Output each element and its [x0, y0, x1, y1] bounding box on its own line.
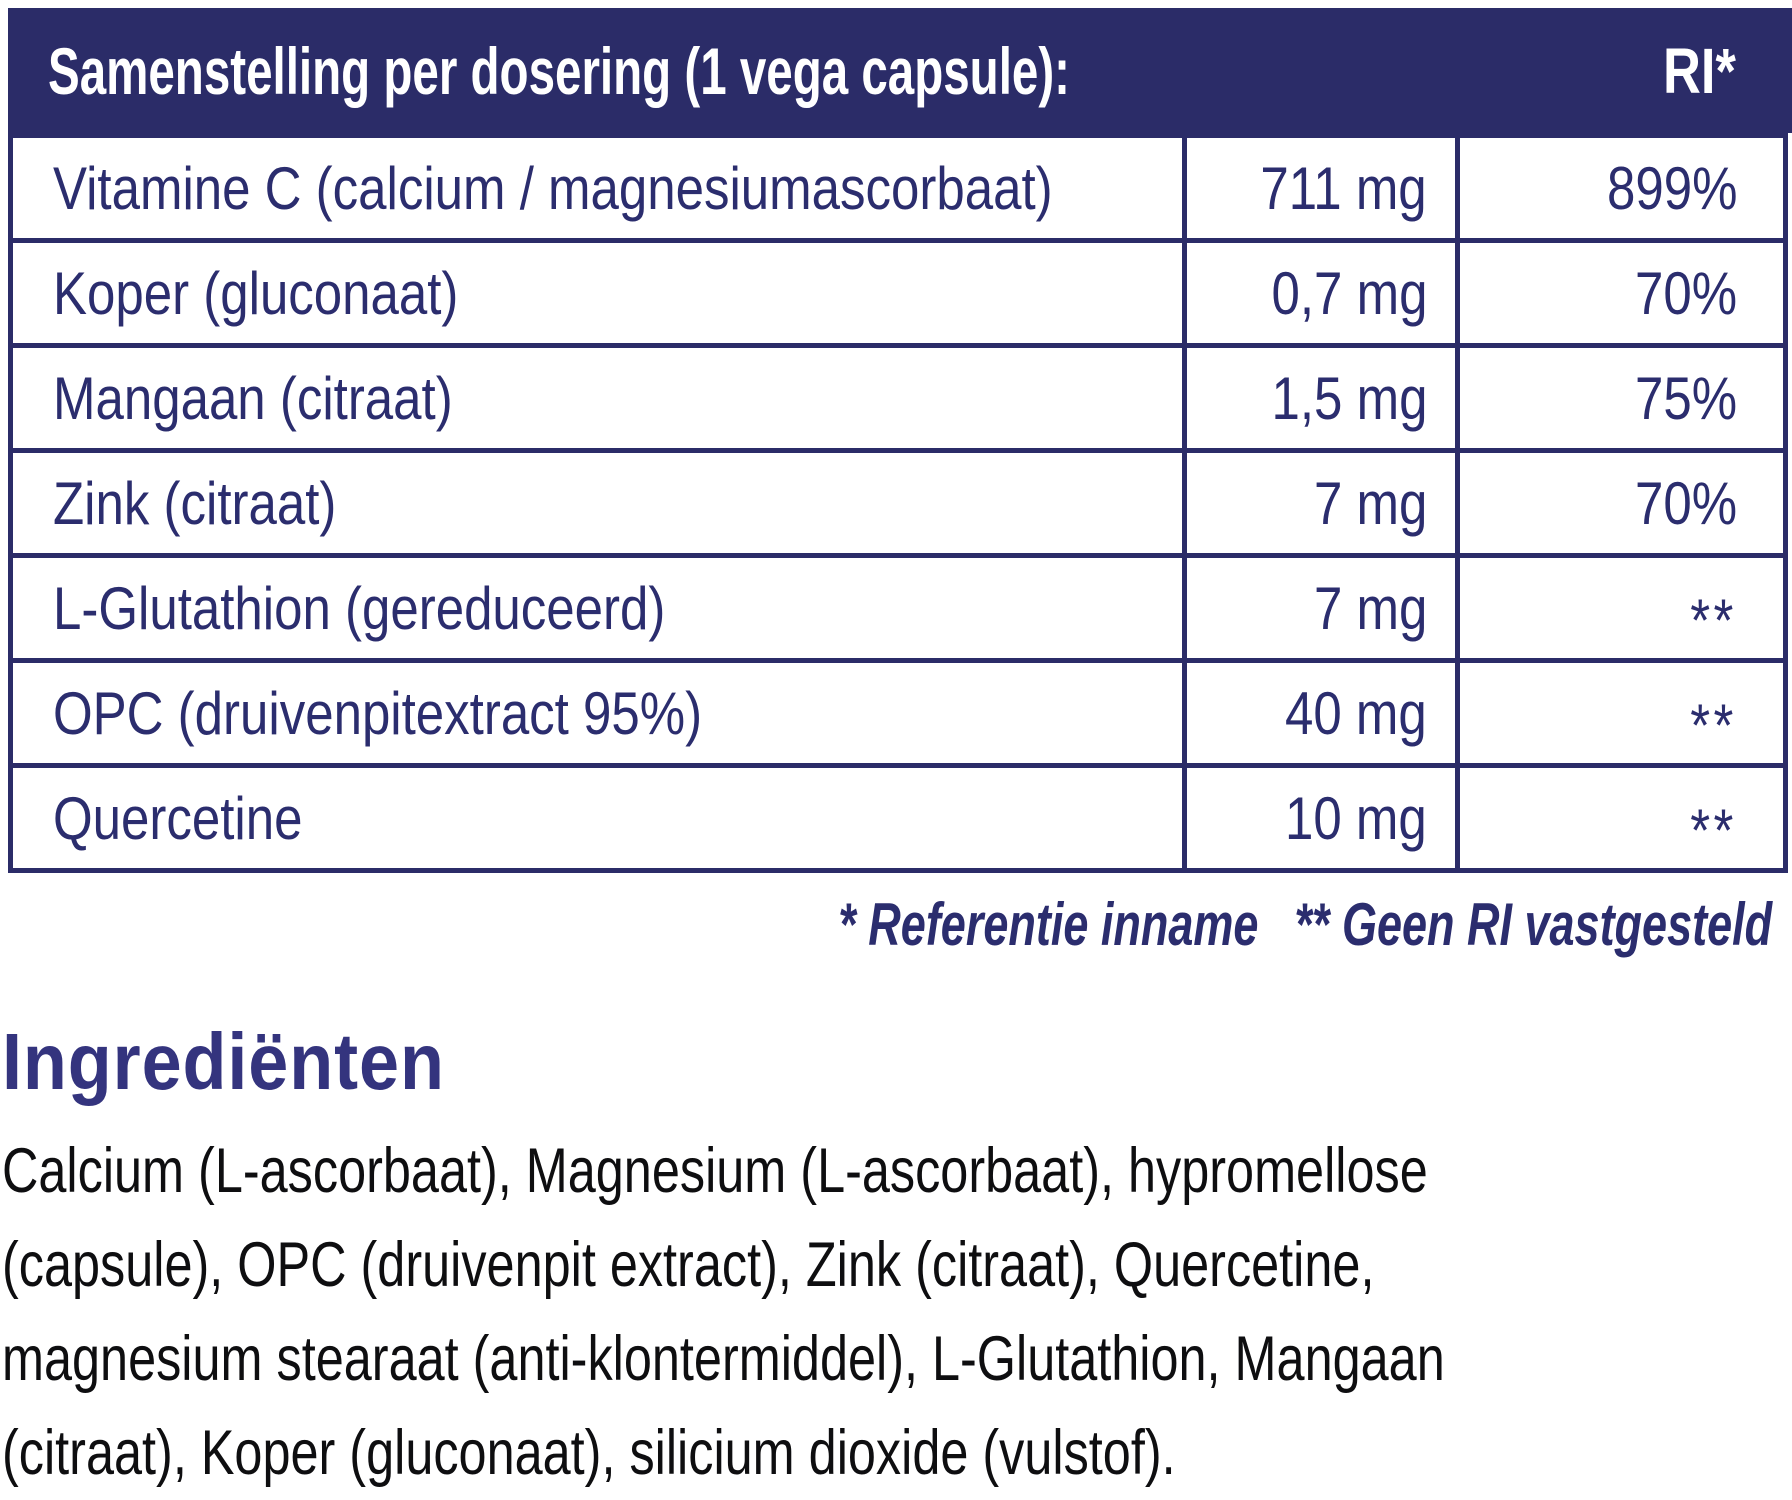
nutrient-ri: ** — [1690, 586, 1737, 654]
nutrient-name-cell: OPC (druivenpitextract 95%) — [13, 663, 1187, 763]
nutrient-ri-cell: 899% — [1460, 138, 1783, 238]
ingredients-heading: Ingrediënten — [2, 1017, 445, 1106]
nutrient-amount: 10 mg — [1285, 784, 1427, 852]
nutrient-name-cell: Vitamine C (calcium / magnesiumascorbaat… — [13, 138, 1187, 238]
nutrient-name-cell: L-Glutathion (gereduceerd) — [13, 558, 1187, 658]
nutrient-ri-cell: 70% — [1460, 453, 1783, 553]
nutrient-name: Zink (citraat) — [53, 469, 337, 537]
nutrient-name: Koper (gluconaat) — [53, 259, 459, 327]
nutrient-ri-cell: 75% — [1460, 348, 1783, 448]
nutrient-amount: 40 mg — [1285, 679, 1427, 747]
nutrient-ri: 75% — [1634, 364, 1737, 432]
nutrient-ri-cell: ** — [1460, 558, 1783, 658]
ingredients-line: (citraat), Koper (gluconaat), silicium d… — [2, 1418, 1176, 1488]
nutrient-name: L-Glutathion (gereduceerd) — [53, 574, 666, 642]
nutrient-ri: 899% — [1606, 154, 1737, 222]
composition-table: Vitamine C (calcium / magnesiumascorbaat… — [8, 133, 1788, 873]
nutrient-amount-cell: 7 mg — [1187, 453, 1460, 553]
table-row: Quercetine 10 mg ** — [13, 768, 1783, 873]
nutrient-amount: 1,5 mg — [1271, 364, 1427, 432]
nutrient-amount: 711 mg — [1260, 154, 1427, 222]
ri-column-header: RI* — [1663, 34, 1736, 107]
nutrient-ri: 70% — [1634, 469, 1737, 537]
ingredients-line: (capsule), OPC (druivenpit extract), Zin… — [2, 1230, 1375, 1300]
table-row: L-Glutathion (gereduceerd) 7 mg ** — [13, 558, 1783, 663]
nutrient-name-cell: Mangaan (citraat) — [13, 348, 1187, 448]
nutrient-ri: 70% — [1634, 259, 1737, 327]
table-row: Vitamine C (calcium / magnesiumascorbaat… — [13, 138, 1783, 243]
nutrient-ri: ** — [1690, 796, 1737, 864]
nutrient-amount-cell: 10 mg — [1187, 768, 1460, 868]
nutrient-amount: 0,7 mg — [1271, 259, 1427, 327]
composition-title: Samenstelling per dosering (1 vega capsu… — [48, 33, 1070, 108]
nutrient-name-cell: Zink (citraat) — [13, 453, 1187, 553]
nutrient-amount: 7 mg — [1313, 574, 1427, 642]
nutrient-amount-cell: 7 mg — [1187, 558, 1460, 658]
table-row: Zink (citraat) 7 mg 70% — [13, 453, 1783, 558]
ingredients-line: magnesium stearaat (anti-klontermiddel),… — [2, 1324, 1445, 1394]
footnote-line: * Referentie inname ** Geen RI vastgeste… — [527, 890, 1772, 959]
footnote-no-ri: ** Geen RI vastgesteld — [1294, 891, 1772, 958]
nutrient-amount-cell: 1,5 mg — [1187, 348, 1460, 448]
nutrient-amount-cell: 711 mg — [1187, 138, 1460, 238]
nutrient-name: Mangaan (citraat) — [53, 364, 453, 432]
nutrient-name: Quercetine — [53, 784, 303, 852]
nutrient-name: OPC (druivenpitextract 95%) — [53, 679, 703, 747]
nutrient-amount-cell: 0,7 mg — [1187, 243, 1460, 343]
nutrient-amount: 7 mg — [1313, 469, 1427, 537]
nutrient-ri-cell: ** — [1460, 768, 1783, 868]
nutrient-name-cell: Koper (gluconaat) — [13, 243, 1187, 343]
ingredients-line: Calcium (L-ascorbaat), Magnesium (L-asco… — [2, 1136, 1428, 1206]
table-row: Mangaan (citraat) 1,5 mg 75% — [13, 348, 1783, 453]
composition-header-bar: Samenstelling per dosering (1 vega capsu… — [8, 8, 1792, 133]
nutrient-ri: ** — [1690, 691, 1737, 759]
nutrient-name-cell: Quercetine — [13, 768, 1187, 868]
nutrient-ri-cell: ** — [1460, 663, 1783, 763]
nutrient-ri-cell: 70% — [1460, 243, 1783, 343]
footnote-ri: * Referentie inname — [838, 891, 1259, 958]
nutrient-amount-cell: 40 mg — [1187, 663, 1460, 763]
nutrient-name: Vitamine C (calcium / magnesiumascorbaat… — [53, 154, 1053, 222]
table-row: OPC (druivenpitextract 95%) 40 mg ** — [13, 663, 1783, 768]
ingredients-paragraph: Calcium (L-ascorbaat), Magnesium (L-asco… — [2, 1124, 1792, 1500]
table-row: Koper (gluconaat) 0,7 mg 70% — [13, 243, 1783, 348]
